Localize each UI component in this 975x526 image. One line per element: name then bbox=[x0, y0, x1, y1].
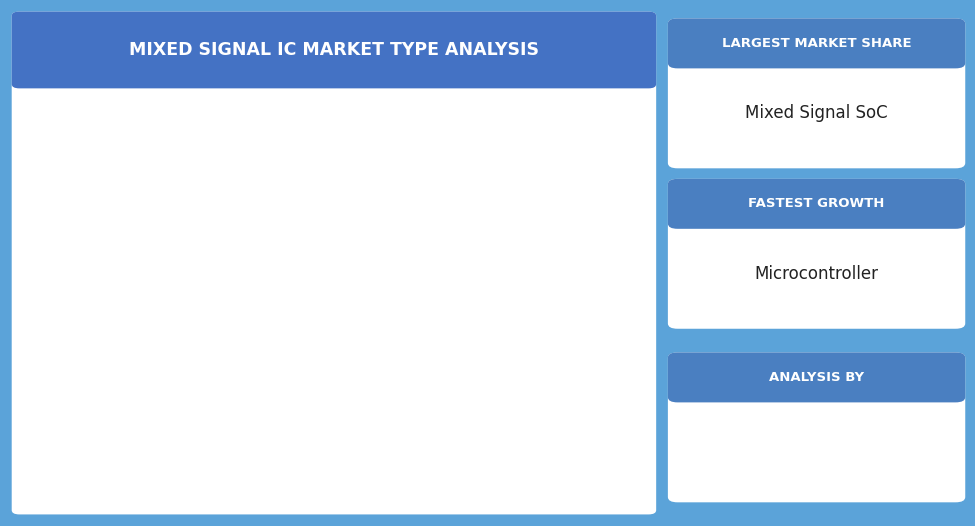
Wedge shape bbox=[210, 128, 375, 440]
FancyBboxPatch shape bbox=[782, 442, 795, 451]
Legend: Mixed Signal
SoC, Microcontroller, Data Converter: Mixed Signal SoC, Microcontroller, Data … bbox=[397, 220, 522, 348]
Text: 51%: 51% bbox=[191, 281, 248, 306]
Text: BUSINESS INTELLIGENCE: BUSINESS INTELLIGENCE bbox=[773, 483, 860, 490]
FancyBboxPatch shape bbox=[817, 432, 829, 451]
FancyBboxPatch shape bbox=[800, 437, 811, 451]
Text: MIXED SIGNAL IC MARKET TYPE ANALYSIS: MIXED SIGNAL IC MARKET TYPE ANALYSIS bbox=[129, 41, 539, 59]
Text: FASTEST GROWTH: FASTEST GROWTH bbox=[749, 197, 884, 210]
Text: EVOLVE: EVOLVE bbox=[779, 464, 854, 482]
FancyBboxPatch shape bbox=[834, 436, 846, 451]
Wedge shape bbox=[120, 128, 219, 226]
Text: LARGEST MARKET SHARE: LARGEST MARKET SHARE bbox=[722, 37, 912, 50]
Text: Microcontroller: Microcontroller bbox=[755, 265, 878, 282]
Text: Mixed Signal SoC: Mixed Signal SoC bbox=[745, 104, 888, 122]
Wedge shape bbox=[63, 164, 214, 440]
Text: ANALYSIS BY: ANALYSIS BY bbox=[769, 371, 864, 384]
